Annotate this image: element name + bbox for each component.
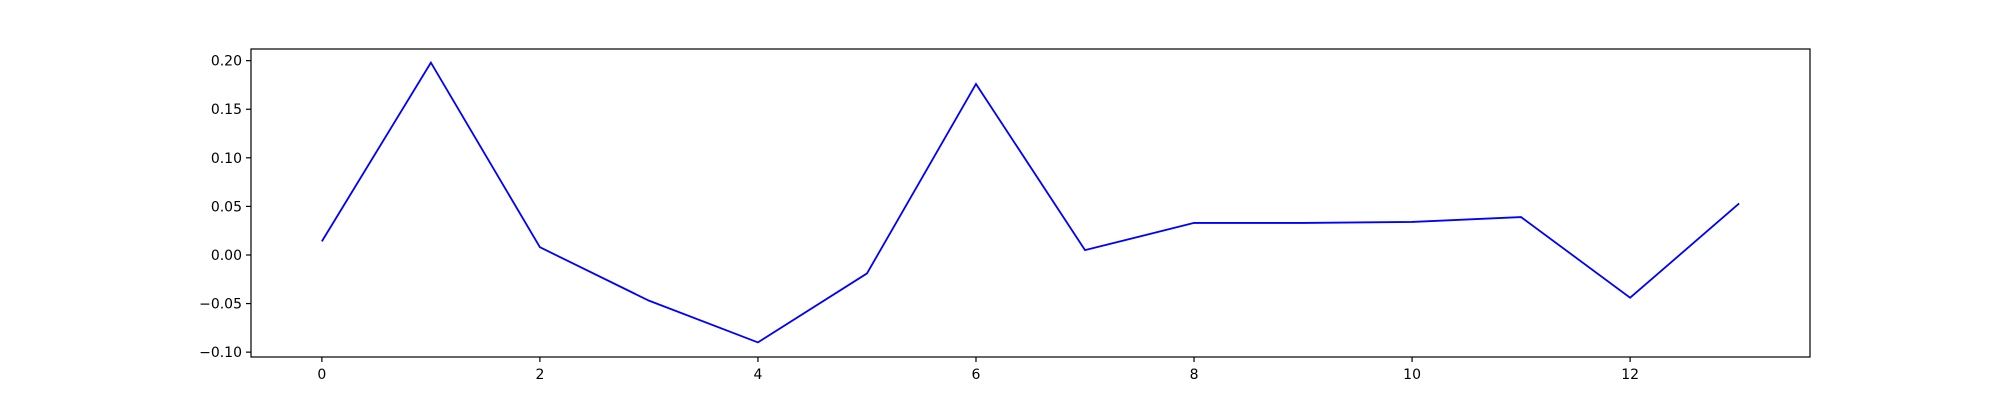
series-layer xyxy=(321,60,1740,344)
plot-area-frame xyxy=(250,48,1811,358)
y-tick-label: −0.10 xyxy=(199,345,242,361)
x-tick-label: 4 xyxy=(753,367,762,383)
y-tick-label: 0.15 xyxy=(211,102,242,118)
x-axis: 0 2 4 6 8 10 12 xyxy=(317,357,1639,383)
y-tick-label: 0.00 xyxy=(211,248,242,264)
x-tick-label: 6 xyxy=(972,367,981,383)
y-tick-label: 0.10 xyxy=(211,151,242,167)
y-tick-label: 0.05 xyxy=(211,199,242,215)
x-tick-label: 10 xyxy=(1403,367,1421,383)
series-line xyxy=(321,60,1740,344)
y-axis: −0.10 −0.05 0.00 0.05 0.10 0.15 0.20 xyxy=(199,54,251,361)
x-tick-label: 2 xyxy=(535,367,544,383)
x-tick-label: 0 xyxy=(317,367,326,383)
y-tick-label: −0.05 xyxy=(199,297,242,313)
y-tick-label: 0.20 xyxy=(211,54,242,70)
x-tick-label: 12 xyxy=(1621,367,1639,383)
x-tick-label: 8 xyxy=(1190,367,1199,383)
